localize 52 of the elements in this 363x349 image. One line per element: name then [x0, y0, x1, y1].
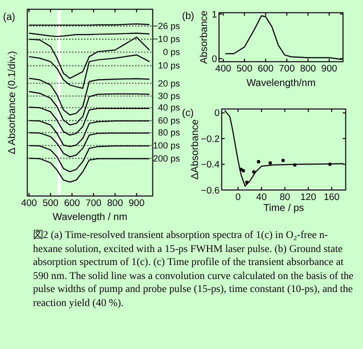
- x-axis-title: Time / ps: [263, 203, 304, 214]
- chart-title: (b): [182, 11, 194, 22]
- x-tick-label: 900: [128, 198, 144, 209]
- y-axis-title: Absorbance: [199, 10, 210, 64]
- y-tick-label: −0.2: [200, 134, 220, 145]
- point: [281, 158, 285, 162]
- point: [252, 170, 256, 174]
- y-tick-label: −0.4: [200, 160, 220, 171]
- point: [245, 180, 249, 184]
- ref-line-label: 20 ps: [158, 78, 180, 88]
- chart-title: (a): [3, 12, 16, 23]
- x-tick-label: 40: [256, 192, 267, 203]
- x-tick-label: 700: [278, 64, 295, 75]
- y-tick-label: 0: [214, 108, 220, 120]
- ref-line-label: 40 ps: [158, 102, 180, 113]
- ref-line-label: −26 ps: [152, 20, 180, 31]
- ref-line-label: 80 ps: [158, 128, 180, 138]
- x-tick-label: 700: [86, 198, 102, 209]
- x-tick-label: 800: [300, 64, 316, 75]
- x-tick-label: 600: [64, 198, 80, 209]
- y-axis-title: ΔAbsorbance: [190, 119, 201, 180]
- y-tick-label: −0.6: [200, 185, 220, 196]
- point: [328, 162, 332, 166]
- x-tick-label: 600: [258, 64, 274, 75]
- ref-line-label: 10 ps: [158, 60, 180, 71]
- x-tick-label: 0: [235, 192, 241, 203]
- ref-line-label: 0 ps: [162, 47, 180, 58]
- x-tick-label: 800: [107, 198, 123, 209]
- x-tick-label: 160: [324, 192, 340, 203]
- y-axis-title: Δ Absorbance (0.1/div.): [7, 51, 18, 154]
- ref-line-label: 30 ps: [158, 91, 180, 102]
- x-axis-title: Wavelength/nm: [246, 78, 316, 89]
- x-axis-title: Wavelength / nm: [52, 212, 128, 223]
- chart-title: (c): [182, 108, 194, 119]
- ref-line-label: 200 ps: [152, 153, 180, 164]
- x-tick-label: 500: [42, 198, 58, 209]
- point: [256, 160, 260, 164]
- x-tick-label: 500: [236, 64, 252, 75]
- caption: 図2 (a) Time-resolved transient absorption spectra of 1(c) in O₂-free n-hexane solution, excited with a 15-ps FWHM laser pulse. (b) Ground state absorption spectrum of 1(c). (c) Time profile of the transient absorbance at 590 nm. The solid line was a convolution curve calculated on the basis of the pulse widths of pump and probe pulse (15-ps), time constant (10-ps), and the reaction yield (40 %).: [33, 229, 354, 311]
- point: [242, 169, 246, 172]
- y-tick-label: 1: [212, 9, 217, 20]
- ref-line-label: 100 ps: [152, 140, 180, 151]
- ref-line-label: −10 ps: [152, 34, 180, 44]
- x-tick-label: 400: [215, 64, 232, 75]
- point: [268, 161, 272, 165]
- x-tick-label: 120: [300, 192, 316, 203]
- x-tick-label: 400: [21, 198, 37, 209]
- x-tick-label: 80: [280, 192, 290, 203]
- x-tick-label: 900: [321, 64, 338, 75]
- y-tick-label: 0: [212, 54, 217, 65]
- ref-line-label: 60 ps: [158, 116, 180, 126]
- point: [293, 163, 297, 167]
